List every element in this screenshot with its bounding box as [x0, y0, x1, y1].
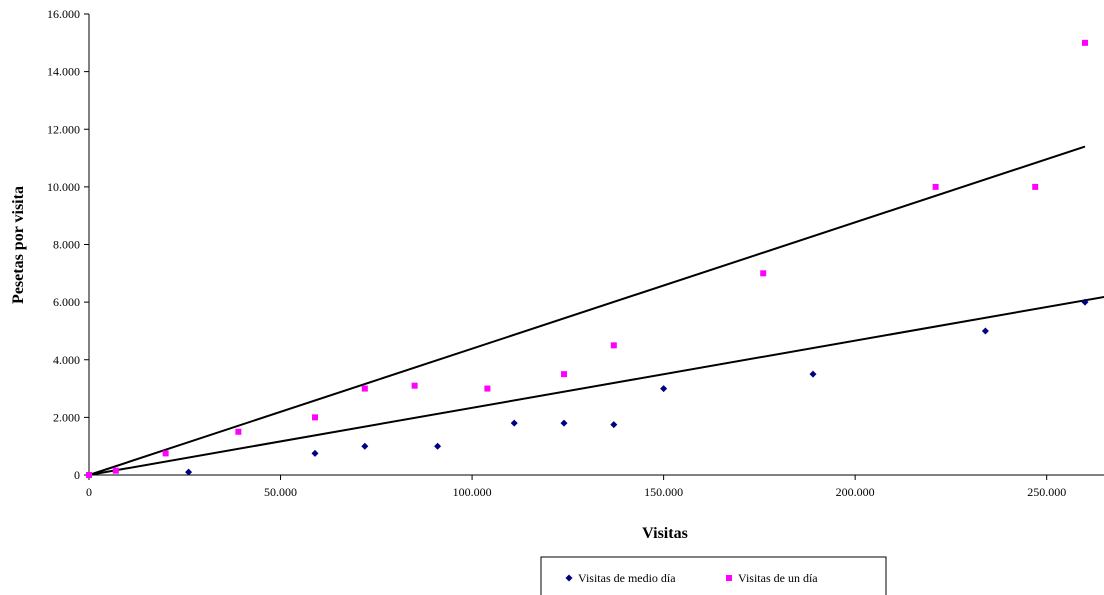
y-tick-label: 6.000	[53, 295, 80, 309]
x-tick-label: 0	[86, 485, 92, 499]
legend-items: Visitas de medio día Visitas de un día	[565, 571, 818, 585]
trendline-group	[88, 145, 1104, 476]
y-tick-label: 14.000	[47, 65, 80, 79]
data-point-un-dia	[561, 371, 568, 378]
data-point-medio-dia	[660, 385, 668, 393]
data-point-un-dia	[162, 450, 169, 457]
y-tick-label: 10.000	[47, 180, 80, 194]
y-tick-label: 4.000	[53, 353, 80, 367]
y-tick-label: 2.000	[53, 410, 80, 424]
y-tick-label: 16.000	[47, 7, 80, 21]
data-point-medio-dia	[510, 419, 518, 427]
data-point-medio-dia	[361, 442, 369, 450]
data-point-medio-dia	[560, 419, 568, 427]
data-point-un-dia	[1082, 39, 1088, 46]
data-point-medio-dia	[809, 370, 817, 378]
data-point-medio-dia	[610, 421, 618, 429]
data-point-medio-dia	[981, 327, 989, 335]
marker-group	[85, 39, 1089, 479]
data-point-medio-dia	[1081, 298, 1089, 306]
y-axis-title: Pesetas por visita	[10, 186, 27, 304]
x-tick-label: 50.000	[264, 485, 297, 499]
legend: Visitas de medio día Visitas de un día	[540, 556, 887, 595]
y-tick-label: 0	[74, 468, 80, 482]
y-tick-label: 8.000	[53, 238, 80, 252]
data-point-un-dia	[312, 414, 319, 421]
legend-label-medio-dia: Visitas de medio día	[578, 571, 676, 585]
data-point-medio-dia	[185, 468, 193, 476]
x-tick-label: 150.000	[644, 485, 683, 499]
legend-box	[540, 556, 887, 595]
data-point-un-dia	[760, 270, 767, 277]
data-point-un-dia	[1032, 183, 1039, 190]
x-tick-label: 250.000	[1027, 485, 1066, 499]
data-point-un-dia	[932, 183, 939, 190]
data-point-medio-dia	[311, 449, 319, 457]
y-tick-label: 12.000	[47, 122, 80, 136]
x-tick-label: 200.000	[836, 485, 875, 499]
tick-group: 0 2.000 4.000 6.000 8.000 10.000 12.000 14.000 1…	[47, 7, 1066, 499]
data-point-un-dia	[112, 467, 119, 474]
x-axis-title: Visitas	[642, 525, 688, 542]
trendline-un-dia	[88, 145, 1086, 476]
data-point-un-dia	[86, 472, 92, 478]
axes	[88, 14, 1104, 476]
data-point-un-dia	[610, 342, 617, 349]
data-point-medio-dia	[434, 442, 442, 450]
legend-marker-un-dia	[726, 575, 732, 581]
data-point-un-dia	[361, 385, 368, 392]
data-point-un-dia	[484, 385, 491, 392]
data-point-un-dia	[235, 428, 242, 435]
legend-marker-medio-dia	[565, 574, 573, 582]
x-tick-label: 100.000	[453, 485, 492, 499]
legend-label-un-dia: Visitas de un día	[738, 571, 818, 585]
trendline-medio-dia	[88, 295, 1104, 476]
data-point-un-dia	[411, 382, 418, 389]
